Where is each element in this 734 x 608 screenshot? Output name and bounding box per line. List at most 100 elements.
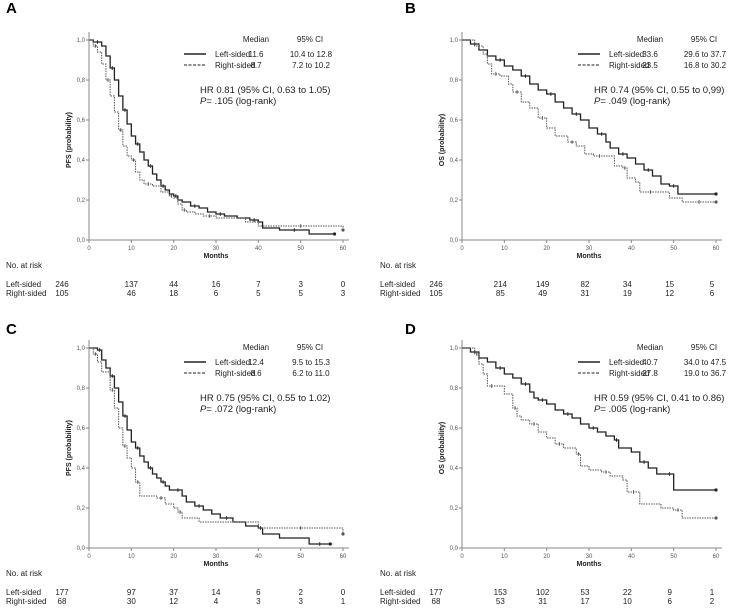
risk-table-title: No. at risk	[380, 261, 417, 270]
legend-label: Left-sided	[609, 50, 644, 59]
y-tick-label: 0,0	[77, 238, 86, 244]
risk-count: 153	[494, 588, 508, 597]
y-axis-title: PFS (probability)	[66, 112, 73, 168]
censor-end-mark	[714, 200, 718, 204]
risk-row-label: Right-sided	[6, 597, 46, 606]
y-tick-label: 0,6	[77, 426, 86, 432]
risk-count: 68	[432, 597, 441, 606]
risk-table-title: No. at risk	[380, 569, 417, 578]
risk-count: 214	[494, 280, 508, 289]
y-tick-label: 1,0	[450, 38, 459, 44]
y-tick-label: 0,4	[450, 466, 459, 472]
x-tick-label: 0	[87, 246, 91, 252]
series-left-sided-curve	[462, 347, 716, 491]
y-tick-label: 0,8	[77, 386, 86, 392]
y-tick-label: 1,0	[450, 346, 459, 352]
risk-count: 19	[623, 289, 632, 298]
legend-ci: 29.6 to 37.7	[684, 50, 727, 59]
km-plot: 0,0 0,2 0,4 0,6 0,8 1,0 0 10 20 30 40 50 60 Months OS …	[380, 340, 727, 606]
risk-count: 12	[665, 289, 674, 298]
risk-count: 3	[298, 280, 303, 289]
legend-label: Left-sided	[609, 358, 644, 367]
legend-header-ci: 95% CI	[297, 343, 323, 352]
x-tick-label: 50	[670, 246, 677, 252]
risk-count: 9	[667, 588, 672, 597]
p-symbol: P	[594, 404, 601, 415]
risk-row-label: Left-sided	[6, 588, 41, 597]
risk-count: 3	[341, 289, 346, 298]
x-tick-label: 60	[340, 246, 347, 252]
x-tick-label: 60	[713, 246, 720, 252]
risk-count: 85	[496, 289, 505, 298]
y-tick-label: 0,4	[450, 158, 459, 164]
legend-ci: 10.4 to 12.8	[290, 50, 333, 59]
legend-median: 11.6	[249, 50, 265, 59]
legend-median: 40.7	[642, 358, 658, 367]
x-tick-label: 60	[713, 554, 720, 560]
legend-median: 33.6	[642, 50, 658, 59]
risk-count: 102	[536, 588, 550, 597]
risk-count: 4	[214, 597, 219, 606]
risk-count: 22	[623, 588, 632, 597]
p-value: = .072 (log-rank)	[206, 404, 276, 415]
p-value-text: P= .072 (log-rank)	[200, 404, 276, 415]
risk-count: 53	[581, 588, 590, 597]
panel-a: A 0,0 0,2 0,4 0,6 0,8 1,0 0 10 20 30 40 50 60 Months PF…	[0, 0, 367, 304]
legend-median: 27.8	[642, 369, 658, 378]
risk-count: 6	[256, 588, 261, 597]
x-tick-label: 40	[255, 246, 262, 252]
y-tick-label: 0,4	[77, 158, 86, 164]
risk-count: 30	[127, 597, 136, 606]
legend-median: 23.5	[642, 61, 658, 70]
censor-end-mark	[332, 232, 337, 236]
hazard-ratio-text: HR 0.59 (95% CI, 0.41 to 0.86)	[594, 393, 724, 404]
risk-count: 0	[341, 588, 346, 597]
x-axis-title: Months	[577, 253, 602, 260]
x-axis-title: Months	[577, 561, 602, 568]
panel-letter: B	[405, 0, 416, 17]
risk-count: 97	[127, 588, 136, 597]
legend-header-median: Median	[243, 343, 269, 352]
x-tick-label: 40	[255, 554, 262, 560]
y-tick-label: 0,8	[450, 386, 459, 392]
risk-row-label: Right-sided	[380, 597, 420, 606]
x-tick-label: 60	[340, 554, 347, 560]
y-axis-title: OS (probability)	[439, 422, 446, 475]
y-tick-label: 0,6	[450, 118, 459, 124]
p-value-text: P= .105 (log-rank)	[200, 96, 276, 107]
legend-label: Right-sided	[215, 369, 255, 378]
legend-header-ci: 95% CI	[297, 35, 323, 44]
censor-end-mark	[341, 228, 345, 232]
risk-count: 105	[429, 289, 443, 298]
y-tick-label: 1,0	[77, 38, 86, 44]
hazard-ratio-text: HR 0.81 (95% CI, 0.63 to 1.05)	[200, 85, 330, 96]
x-tick-label: 10	[128, 246, 135, 252]
legend-ci: 9.5 to 15.3	[292, 358, 330, 367]
risk-count: 6	[710, 289, 715, 298]
km-plot: 0,0 0,2 0,4 0,6 0,8 1,0 0 10 20 30 40 50 60 Months OS …	[380, 32, 727, 298]
series-left-sided-curve	[462, 39, 716, 195]
censor-end-mark	[714, 516, 718, 520]
panel-letter: A	[6, 0, 17, 17]
risk-row-label: Left-sided	[380, 588, 415, 597]
risk-count: 5	[298, 289, 303, 298]
y-tick-label: 0,2	[77, 198, 86, 204]
risk-count: 31	[538, 597, 547, 606]
y-tick-label: 0,2	[77, 506, 86, 512]
y-tick-label: 0,0	[450, 238, 459, 244]
series-right-sided-curve	[89, 39, 344, 230]
legend-header-median: Median	[637, 35, 663, 44]
risk-count: 16	[212, 280, 221, 289]
p-symbol: P	[200, 404, 207, 415]
hazard-ratio-text: HR 0.74 (95% CI, 0.55 to 0,99)	[594, 85, 724, 96]
panel-letter: D	[405, 321, 416, 338]
risk-count: 149	[536, 280, 550, 289]
panel-letter: C	[6, 321, 17, 338]
legend-header-ci: 95% CI	[691, 343, 717, 352]
x-tick-label: 40	[628, 246, 635, 252]
legend-label: Right-sided	[609, 369, 649, 378]
legend-label: Right-sided	[609, 61, 649, 70]
risk-count: 1	[710, 588, 715, 597]
risk-count: 177	[55, 588, 69, 597]
p-value-text: P= .005 (log-rank)	[594, 404, 670, 415]
